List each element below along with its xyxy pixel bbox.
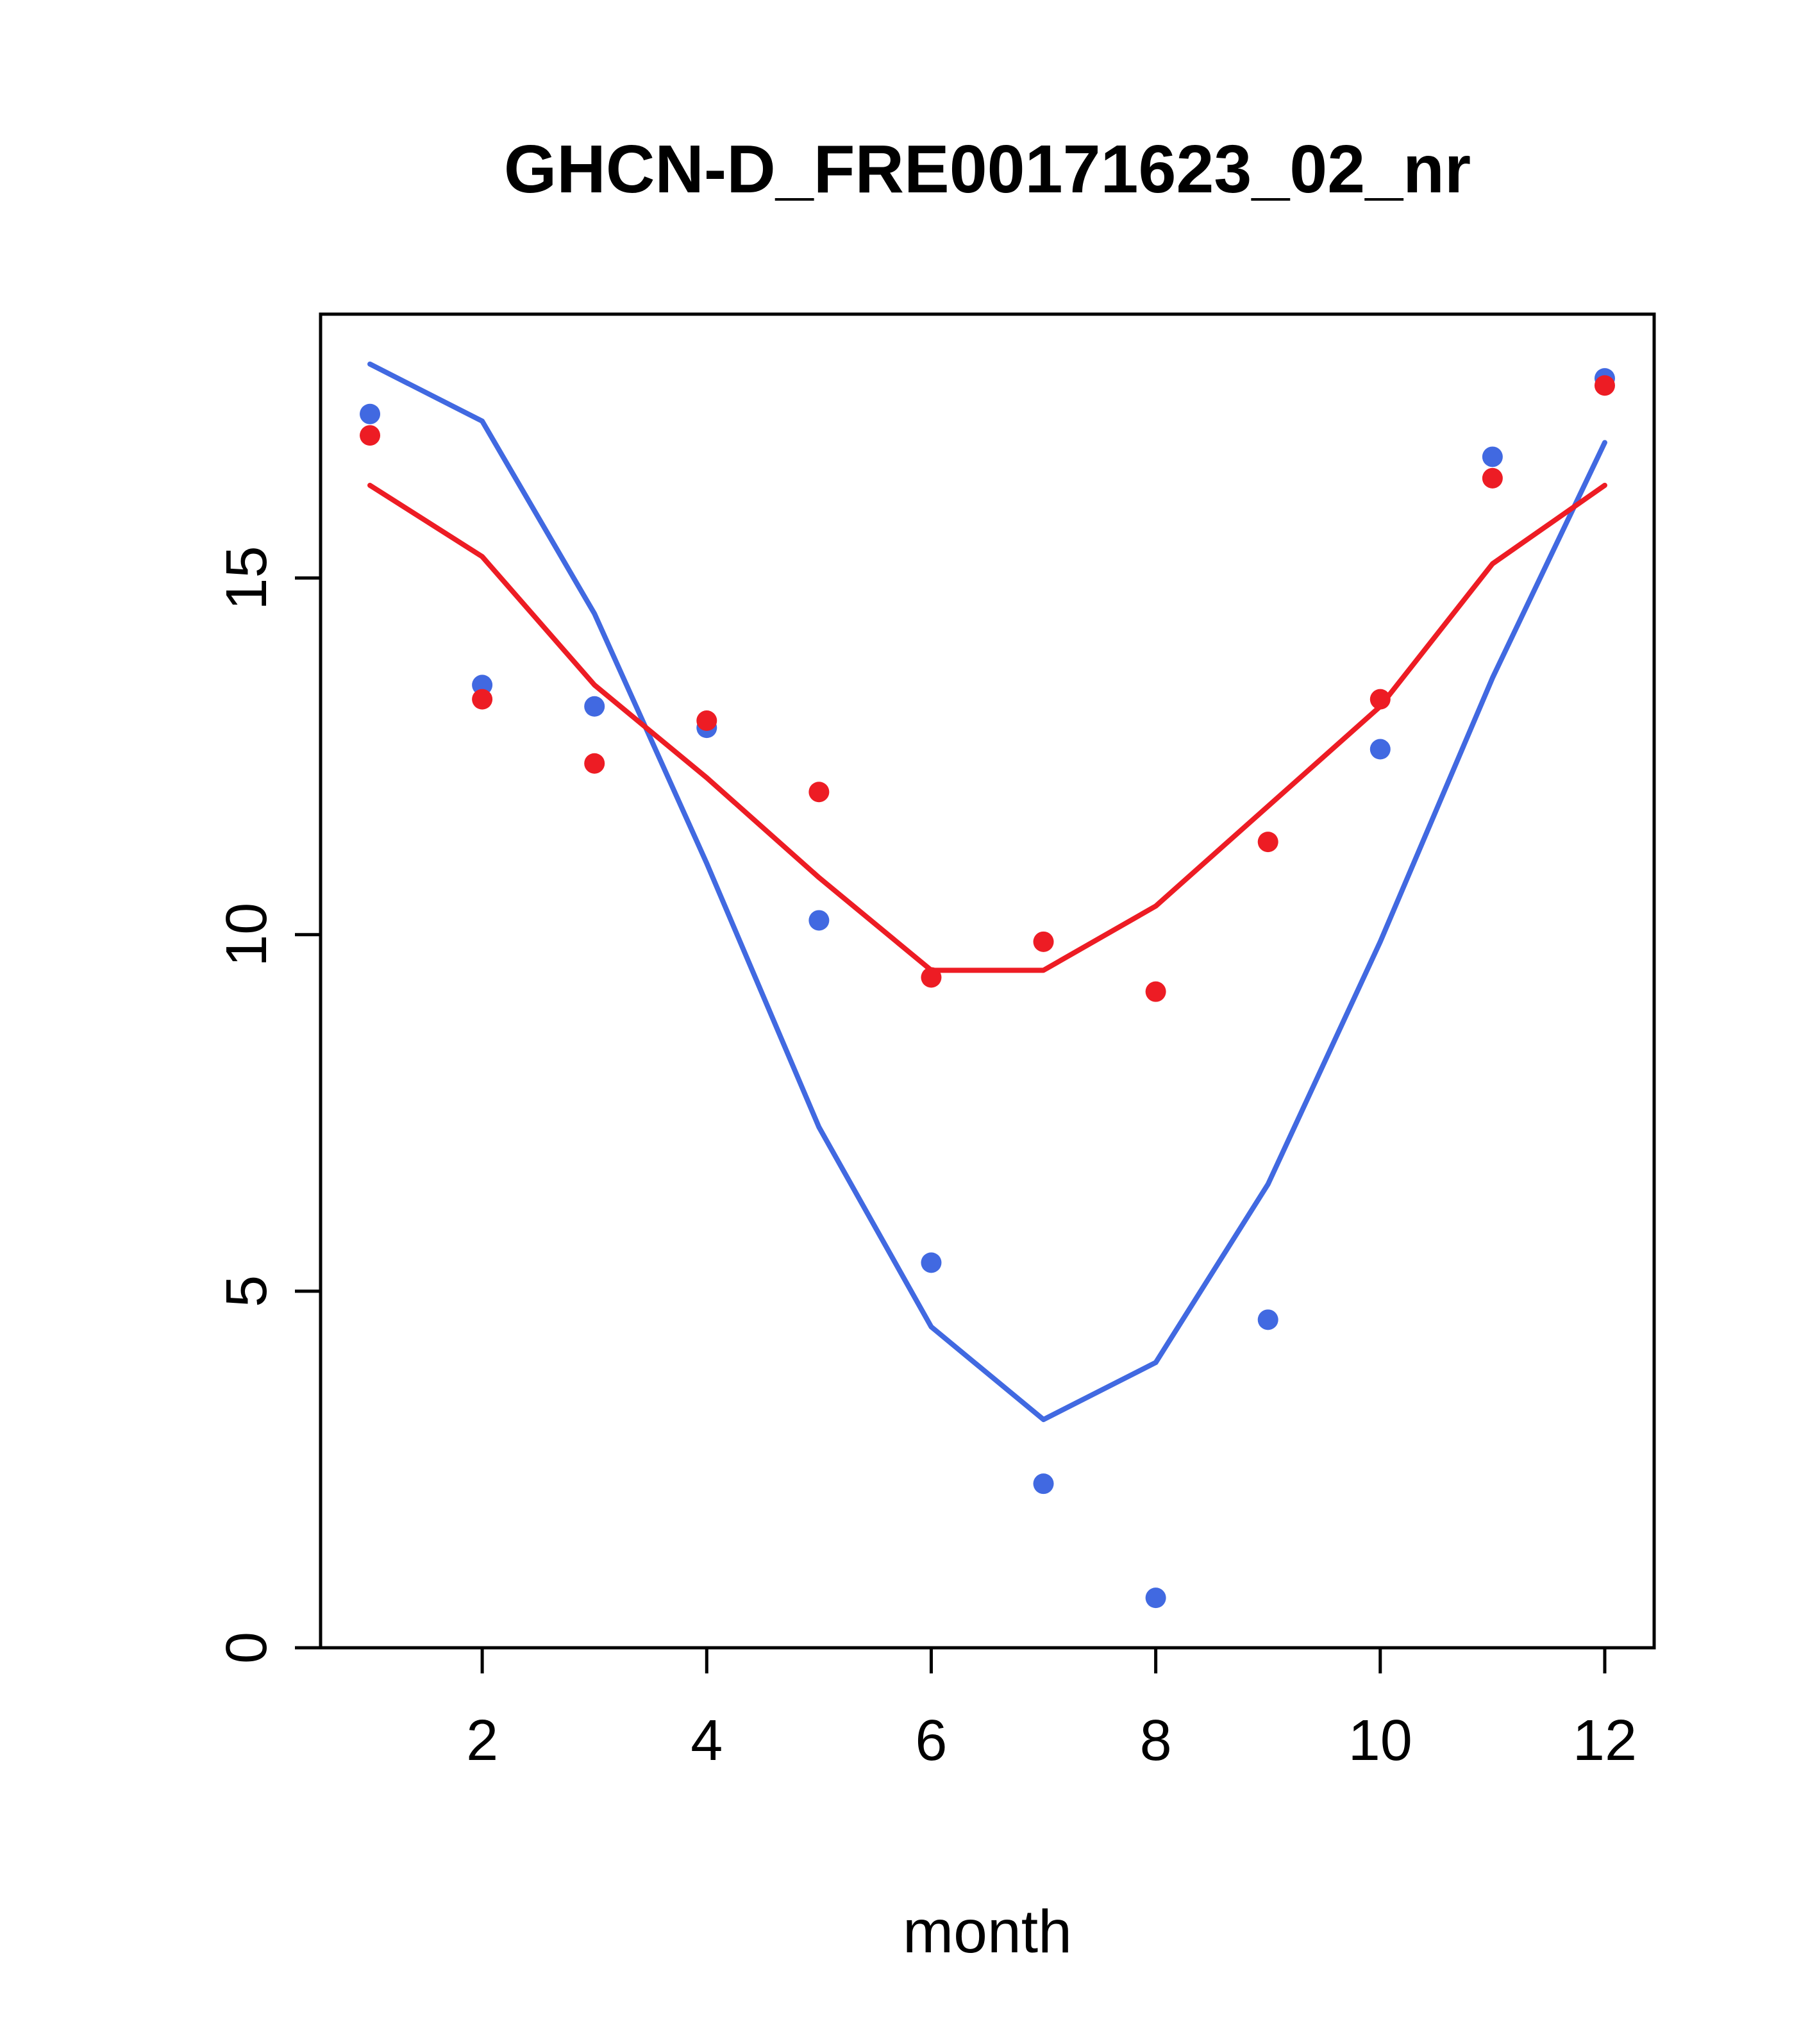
x-axis-ticks: 2 4 6 8 10 12 [466, 1648, 1637, 1773]
blue-points-marker [472, 674, 493, 696]
blue-points-marker [1482, 446, 1503, 467]
y-tick-label: 15 [215, 546, 279, 610]
x-axis-label: month [903, 1898, 1072, 1966]
blue-points-marker [584, 696, 605, 717]
series-lines [367, 361, 1607, 1423]
blue-points-marker [1145, 1587, 1166, 1609]
x-tick-label: 4 [691, 1709, 723, 1773]
red-points-marker [696, 710, 717, 732]
red-points-marker [472, 689, 493, 710]
y-tick-label: 0 [215, 1632, 279, 1664]
red-points-marker [1594, 375, 1615, 396]
y-axis-ticks: 0 5 10 15 [215, 546, 321, 1664]
blue-points-marker [921, 1252, 942, 1273]
x-tick-label: 10 [1348, 1709, 1412, 1773]
red-points-marker [808, 782, 830, 803]
x-tick-label: 2 [466, 1709, 498, 1773]
chart-title: GHCN-D_FRE00171623_02_nr [504, 131, 1471, 207]
red-points-marker [1369, 689, 1391, 710]
blue-points-marker [1257, 1309, 1278, 1330]
blue-line [367, 361, 1607, 1423]
x-tick-label: 12 [1573, 1709, 1637, 1773]
x-tick-label: 6 [915, 1709, 947, 1773]
y-tick-label: 5 [215, 1275, 279, 1307]
x-tick-label: 8 [1140, 1709, 1172, 1773]
red-points-marker [1033, 931, 1054, 952]
red-points-marker [1145, 981, 1166, 1002]
blue-points-marker [808, 910, 830, 931]
series-points [360, 368, 1615, 1609]
red-line [367, 482, 1607, 973]
blue-points-marker [360, 403, 381, 424]
red-points-marker [1482, 467, 1503, 489]
blue-points-marker [1369, 739, 1391, 760]
blue-points-marker [1033, 1473, 1054, 1495]
red-points-marker [921, 967, 942, 988]
red-points-marker [360, 425, 381, 446]
plot-area-border [319, 312, 1656, 1650]
red-points-marker [1257, 832, 1278, 853]
red-points-marker [584, 753, 605, 774]
y-tick-label: 10 [215, 903, 279, 967]
